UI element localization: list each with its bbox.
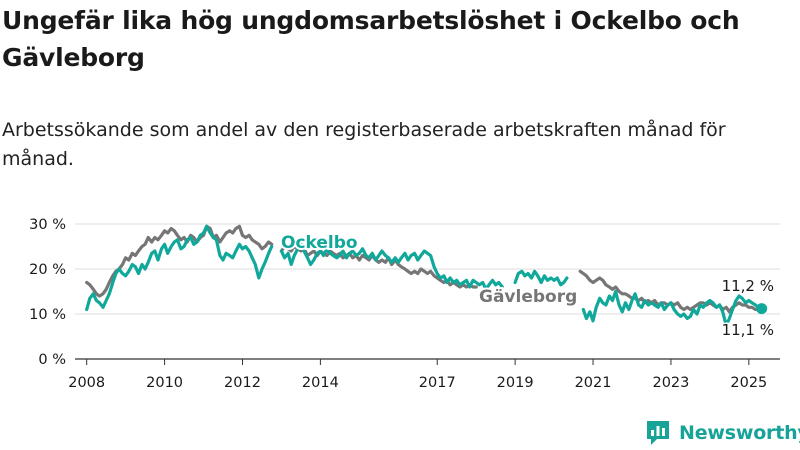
newsworthy-logo-icon: [647, 421, 669, 445]
end-point-ockelbo: [756, 303, 768, 315]
y-tick-label: 0 %: [38, 352, 66, 368]
end-value-ockelbo: 11,2 %: [722, 277, 774, 295]
end-value-gavleborg: 11,1 %: [722, 321, 774, 339]
series-labels: Ockelbo Gävleborg 11,2 % 11,1 %: [279, 231, 776, 341]
series-lines: [85, 224, 768, 327]
x-tick-label: 2021: [575, 375, 612, 391]
axes: 0 % 10 % 20 % 30 % 2008 2010 2012 2014 2017 2019 2…: [29, 217, 780, 391]
chart-title: Ungefär lika hög ungdomsarbetslöshet i O…: [2, 6, 740, 72]
x-tick-label: 2017: [419, 375, 456, 391]
newsworthy-brand: Newsworthy: [645, 418, 800, 448]
series-label-gavleborg: Gävleborg: [479, 287, 577, 307]
x-tick-label: 2010: [146, 375, 183, 391]
series-label-ockelbo: Ockelbo: [281, 233, 358, 253]
y-tick-label: 10 %: [29, 307, 66, 323]
x-tick-label: 2008: [68, 375, 105, 391]
x-tick-label: 2025: [730, 375, 767, 391]
series-line-ockelbo: [85, 224, 764, 327]
y-tick-label: 30 %: [29, 217, 66, 233]
x-tick-label: 2019: [497, 375, 534, 391]
x-tick-label: 2012: [224, 375, 261, 391]
gridlines: [75, 223, 780, 315]
x-tick-label: 2023: [652, 375, 689, 391]
y-tick-label: 20 %: [29, 262, 66, 278]
x-tick-label: 2014: [302, 375, 339, 391]
brand-name: Newsworthy: [679, 422, 800, 444]
chart-subtitle: Arbetssökande som andel av den registerb…: [2, 119, 726, 170]
